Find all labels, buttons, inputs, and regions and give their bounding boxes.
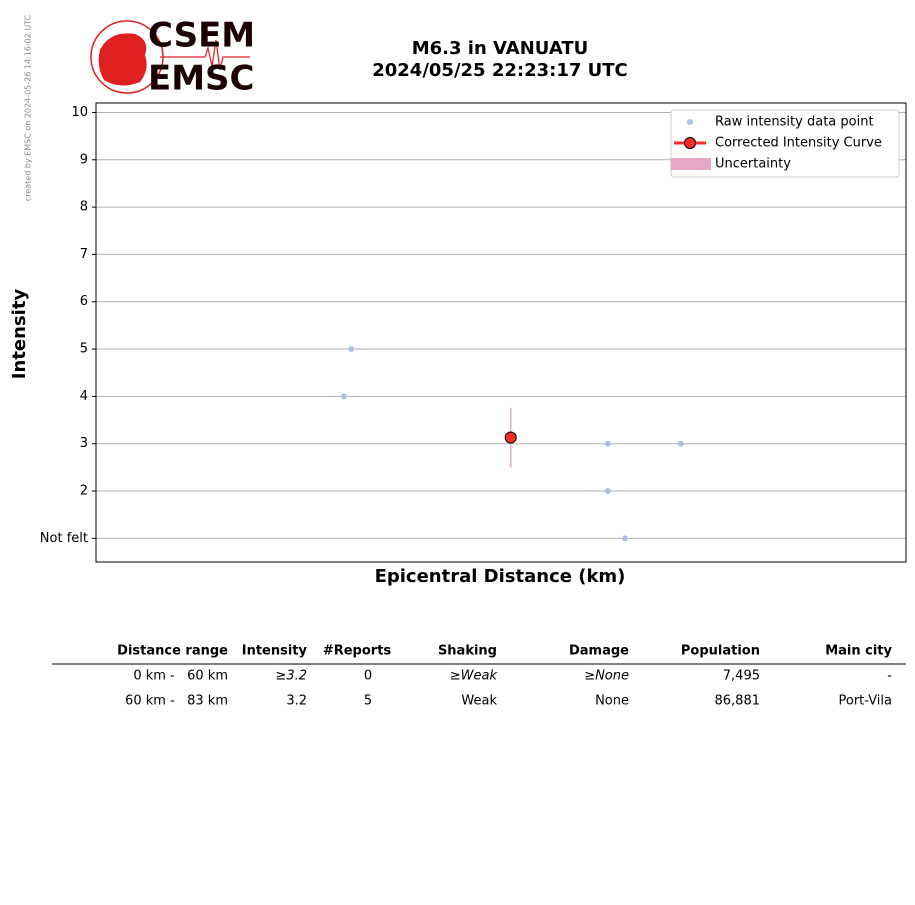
y-tick-label: 10 bbox=[71, 105, 88, 120]
y-tick-label: 7 bbox=[80, 247, 88, 262]
legend-label: Corrected Intensity Curve bbox=[715, 136, 882, 151]
y-tick-label: Not felt bbox=[40, 531, 88, 546]
table-cell: 60 km - 83 km bbox=[125, 694, 228, 709]
table-cell: None bbox=[595, 694, 629, 709]
logo: CSEM EMSC bbox=[90, 16, 255, 99]
y-axis-label: Intensity bbox=[9, 289, 30, 380]
y-tick-label: 5 bbox=[80, 342, 88, 357]
y-tick-label: 6 bbox=[80, 294, 88, 309]
y-tick-label: 4 bbox=[80, 389, 88, 404]
table-cell: ≥Weak bbox=[450, 669, 498, 684]
table-cell: 7,495 bbox=[723, 669, 760, 684]
logo-pulse bbox=[160, 39, 250, 71]
legend-uncertainty bbox=[671, 158, 711, 170]
chart-title: M6.3 in VANUATU bbox=[412, 38, 589, 59]
legend: Raw intensity data point Corrected Intens… bbox=[670, 109, 900, 178]
table-header: Population bbox=[681, 644, 760, 659]
table-header: Shaking bbox=[438, 644, 497, 659]
chart-subtitle: 2024/05/25 22:23:17 UTC bbox=[372, 60, 628, 81]
logo-top: CSEM bbox=[148, 16, 255, 56]
legend-label: Uncertainty bbox=[715, 157, 791, 172]
raw-point bbox=[621, 535, 628, 542]
raw-point bbox=[604, 440, 611, 447]
plot-frame bbox=[95, 102, 907, 563]
table-header: Distance range bbox=[117, 644, 228, 659]
x-axis-label: Epicentral Distance (km) bbox=[375, 566, 626, 587]
table-cell: ≥None bbox=[584, 669, 629, 684]
plot: Not felt 2 3 4 5 6 7 8 9 10 Raw intensity data poi… bbox=[40, 102, 907, 563]
table-cell: 5 bbox=[364, 694, 372, 709]
table-cell: 3.2 bbox=[286, 694, 307, 709]
legend-box bbox=[670, 109, 900, 178]
logo-bottom: EMSC bbox=[148, 59, 255, 99]
table-header: Damage bbox=[569, 644, 629, 659]
table-cell: Port-Vila bbox=[839, 694, 893, 709]
logo-map bbox=[98, 33, 147, 86]
table-cell: ≥3.2 bbox=[275, 669, 307, 684]
table-header: Intensity bbox=[242, 644, 308, 659]
table-cell: 0 km - 60 km bbox=[133, 669, 228, 684]
y-tick-label: 8 bbox=[80, 200, 88, 215]
raw-point bbox=[677, 440, 684, 447]
legend-raw bbox=[687, 119, 693, 125]
raw-point bbox=[340, 393, 347, 400]
raw-point bbox=[348, 346, 355, 353]
table-cell: 86,881 bbox=[715, 694, 761, 709]
table-cell: Weak bbox=[461, 694, 497, 709]
table-header: Main city bbox=[825, 644, 892, 659]
table: Distance range Intensity #Reports Shaking Da… bbox=[52, 644, 906, 709]
corrected-point bbox=[504, 431, 517, 444]
y-tick-label: 2 bbox=[80, 484, 88, 499]
side-note: created by EMSC on 2024-05-26 14:16:02 U… bbox=[24, 14, 33, 201]
table-header: #Reports bbox=[323, 644, 392, 659]
table-cell: 0 bbox=[364, 669, 372, 684]
y-tick-label: 3 bbox=[80, 436, 88, 451]
y-tick-label: 9 bbox=[80, 152, 88, 167]
raw-point bbox=[604, 488, 611, 495]
legend-label: Raw intensity data point bbox=[715, 115, 874, 130]
table-cell: - bbox=[887, 669, 892, 684]
legend-curve-marker bbox=[684, 137, 696, 149]
